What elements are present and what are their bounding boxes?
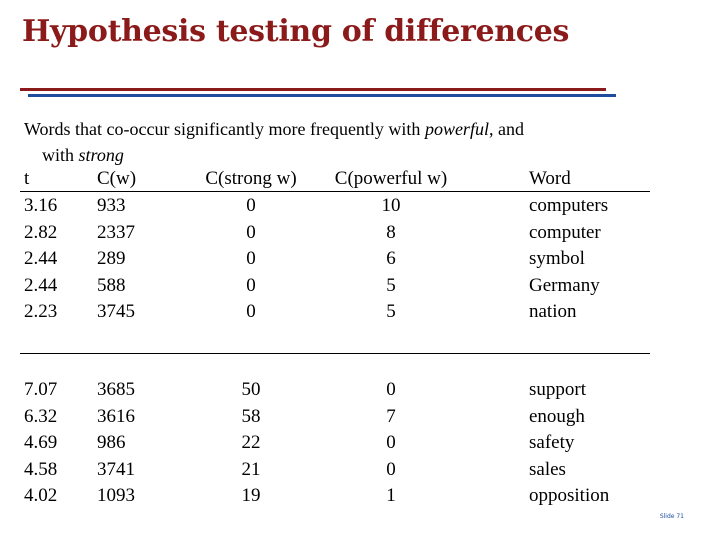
intro-line2-a: with [42, 145, 79, 165]
cell-word: enough [529, 406, 585, 427]
intro-emphasis-powerful: powerful [424, 119, 489, 139]
cell-count-w: 3741 [97, 459, 135, 480]
cell-t-value: 4.02 [24, 485, 58, 506]
cell-count-powerful: 6 [386, 248, 396, 269]
cell-count-powerful: 5 [386, 275, 396, 296]
intro-text: Words that co-occur significantly more f… [24, 116, 664, 168]
slide-title: Hypothesis testing of differences [22, 14, 570, 49]
cell-count-strong: 0 [246, 195, 256, 216]
cell-count-w: 3685 [97, 379, 135, 400]
cell-count-strong: 22 [241, 432, 261, 453]
cell-count-w: 933 [97, 195, 126, 216]
cell-count-w: 289 [97, 248, 126, 269]
cell-t-value: 3.16 [24, 195, 58, 216]
intro-emphasis-strong: strong [78, 145, 124, 165]
cell-word: opposition [529, 485, 610, 506]
cell-count-w: 588 [97, 275, 126, 296]
cell-count-strong: 21 [241, 459, 261, 480]
header-count-powerful: C(powerful w) [334, 168, 448, 189]
cell-count-w: 2337 [97, 222, 135, 243]
cell-t-value: 6.32 [24, 406, 58, 427]
cell-t-value: 2.44 [24, 275, 58, 296]
cell-count-strong: 0 [246, 275, 256, 296]
cell-count-strong: 19 [241, 485, 261, 506]
cell-word: computers [529, 195, 609, 216]
cell-t-value: 2.23 [24, 301, 58, 322]
cell-t-value: 4.58 [24, 459, 58, 480]
cell-count-strong: 0 [246, 301, 256, 322]
cell-count-powerful: 1 [386, 485, 396, 506]
cell-word: symbol [529, 248, 585, 269]
cell-word: computer [529, 222, 601, 243]
cell-t-value: 4.69 [24, 432, 58, 453]
header-count-w: C(w) [97, 168, 137, 189]
cell-count-powerful: 8 [386, 222, 396, 243]
cell-count-w: 3745 [97, 301, 135, 322]
header-rule [20, 191, 650, 192]
header-word: Word [529, 168, 571, 189]
cell-t-value: 2.44 [24, 248, 58, 269]
cell-count-powerful: 10 [381, 195, 401, 216]
cell-count-powerful: 5 [386, 301, 396, 322]
title-underline-blue [28, 94, 616, 97]
intro-line1-a: Words that co-occur significantly more f… [24, 119, 425, 139]
cell-count-w: 3616 [97, 406, 135, 427]
cell-word: Germany [529, 275, 600, 296]
header-t-value: t [24, 168, 30, 189]
cell-count-strong: 50 [241, 379, 261, 400]
cell-count-w: 1093 [97, 485, 135, 506]
slide-number: Slide 71 [659, 513, 684, 520]
cell-word: nation [529, 301, 577, 322]
cell-count-powerful: 0 [386, 379, 396, 400]
cell-word: sales [529, 459, 566, 480]
cell-word: safety [529, 432, 575, 453]
cell-count-strong: 58 [241, 406, 261, 427]
cell-count-w: 986 [97, 432, 126, 453]
intro-line1-b: , and [488, 119, 524, 139]
cell-count-strong: 0 [246, 222, 256, 243]
cell-count-powerful: 0 [386, 432, 396, 453]
cell-count-powerful: 0 [386, 459, 396, 480]
cell-word: support [529, 379, 586, 400]
cell-count-powerful: 7 [386, 406, 396, 427]
title-underline-red [20, 88, 606, 91]
group-separator-rule [20, 353, 650, 354]
intro-line2: with strong [24, 142, 664, 168]
cell-t-value: 7.07 [24, 379, 58, 400]
cell-count-strong: 0 [246, 248, 256, 269]
cell-t-value: 2.82 [24, 222, 58, 243]
header-count-strong: C(strong w) [205, 168, 297, 189]
